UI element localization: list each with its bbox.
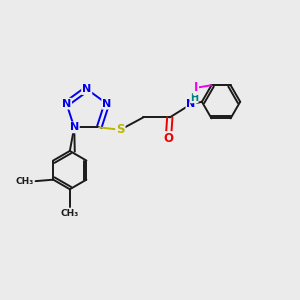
Text: N: N (82, 84, 91, 94)
Text: N: N (62, 99, 71, 109)
Text: O: O (163, 132, 173, 145)
Text: N: N (186, 99, 196, 109)
Text: N: N (70, 122, 79, 132)
Text: S: S (116, 123, 124, 136)
Text: CH₃: CH₃ (61, 209, 79, 218)
Text: H: H (190, 93, 198, 103)
Text: CH₃: CH₃ (16, 177, 34, 186)
Text: I: I (194, 81, 198, 94)
Text: N: N (102, 99, 112, 109)
